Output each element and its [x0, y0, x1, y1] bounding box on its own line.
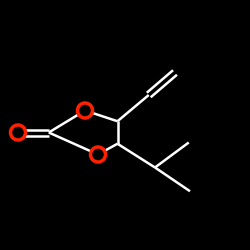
Circle shape — [90, 146, 106, 163]
Circle shape — [10, 124, 26, 141]
Circle shape — [77, 102, 93, 119]
